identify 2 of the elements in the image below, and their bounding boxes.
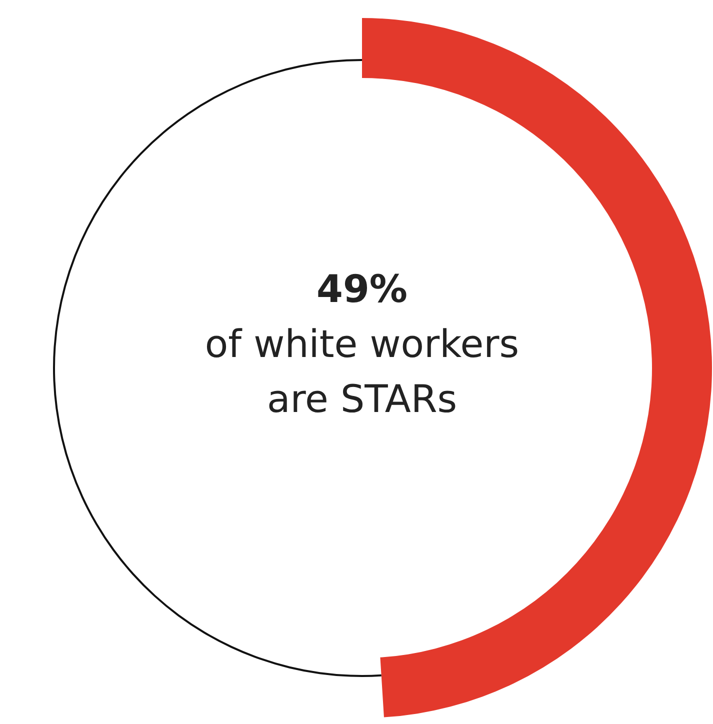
text: of white workers are STARs [204, 321, 520, 423]
data-label: 49% [316, 266, 408, 313]
